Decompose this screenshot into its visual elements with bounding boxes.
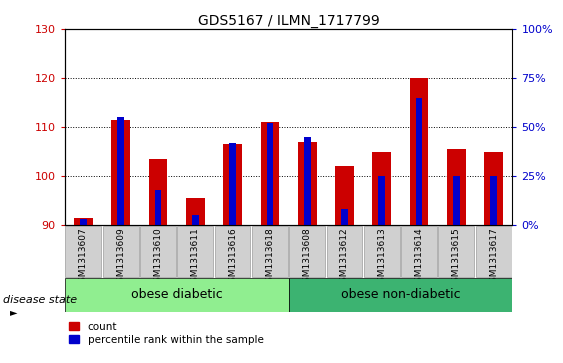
Text: ►: ► — [10, 307, 17, 317]
Bar — [335, 166, 354, 225]
FancyBboxPatch shape — [289, 226, 325, 277]
Bar — [149, 159, 167, 225]
FancyBboxPatch shape — [65, 278, 289, 312]
Text: GSM1313616: GSM1313616 — [228, 227, 237, 288]
Text: disease state: disease state — [3, 295, 77, 305]
FancyBboxPatch shape — [476, 226, 512, 277]
Bar — [261, 122, 279, 225]
FancyBboxPatch shape — [177, 226, 213, 277]
Text: GSM1313607: GSM1313607 — [79, 227, 88, 288]
Bar — [192, 215, 199, 225]
FancyBboxPatch shape — [439, 226, 474, 277]
Bar — [453, 176, 460, 225]
FancyBboxPatch shape — [140, 226, 176, 277]
Bar — [298, 142, 316, 225]
Bar — [224, 144, 242, 225]
Bar — [74, 218, 93, 225]
Bar — [378, 176, 385, 225]
Bar — [266, 123, 273, 225]
FancyBboxPatch shape — [401, 226, 437, 277]
Text: GSM1313611: GSM1313611 — [191, 227, 200, 288]
Bar — [341, 209, 348, 225]
Text: GSM1313608: GSM1313608 — [303, 227, 312, 288]
Text: GSM1313617: GSM1313617 — [489, 227, 498, 288]
FancyBboxPatch shape — [289, 278, 512, 312]
Bar — [155, 190, 162, 225]
Bar — [373, 152, 391, 225]
Bar — [410, 78, 428, 225]
Bar — [80, 219, 87, 225]
Text: obese non-diabetic: obese non-diabetic — [341, 289, 460, 301]
Text: GSM1313610: GSM1313610 — [154, 227, 163, 288]
FancyBboxPatch shape — [215, 226, 251, 277]
Text: obese diabetic: obese diabetic — [131, 289, 222, 301]
Text: GSM1313615: GSM1313615 — [452, 227, 461, 288]
Bar — [117, 117, 124, 225]
Bar — [111, 120, 130, 225]
Text: GSM1313614: GSM1313614 — [414, 227, 423, 288]
FancyBboxPatch shape — [252, 226, 288, 277]
Text: GSM1313613: GSM1313613 — [377, 227, 386, 288]
Bar — [186, 198, 204, 225]
Bar — [229, 143, 236, 225]
Text: GSM1313618: GSM1313618 — [265, 227, 274, 288]
FancyBboxPatch shape — [327, 226, 363, 277]
Legend: count, percentile rank within the sample: count, percentile rank within the sample — [65, 318, 267, 349]
Bar — [304, 137, 311, 225]
Bar — [490, 176, 497, 225]
FancyBboxPatch shape — [364, 226, 400, 277]
Title: GDS5167 / ILMN_1717799: GDS5167 / ILMN_1717799 — [198, 14, 379, 28]
Text: GSM1313612: GSM1313612 — [340, 227, 349, 288]
Bar — [447, 149, 466, 225]
Bar — [484, 152, 503, 225]
Text: GSM1313609: GSM1313609 — [116, 227, 125, 288]
FancyBboxPatch shape — [65, 226, 101, 277]
Bar — [415, 98, 422, 225]
FancyBboxPatch shape — [103, 226, 138, 277]
